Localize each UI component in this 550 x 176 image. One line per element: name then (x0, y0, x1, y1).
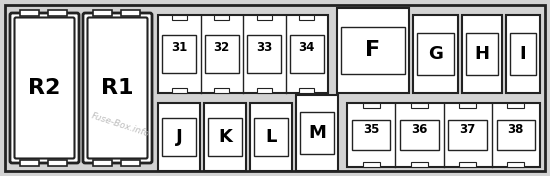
Text: J: J (175, 128, 183, 146)
Bar (411, 103, 428, 108)
Bar (459, 162, 476, 167)
Bar (448, 120, 487, 150)
Text: G: G (428, 45, 443, 63)
Bar (459, 103, 476, 108)
Text: 35: 35 (363, 123, 379, 136)
Bar (214, 15, 229, 20)
Bar (290, 35, 324, 73)
Bar (462, 15, 502, 93)
Bar (158, 15, 328, 93)
FancyBboxPatch shape (83, 13, 152, 163)
Bar (93, 160, 112, 166)
Text: R1: R1 (101, 78, 134, 98)
Bar (121, 160, 140, 166)
Bar (208, 118, 242, 156)
Bar (337, 8, 409, 93)
Bar (400, 120, 439, 150)
Bar (352, 120, 390, 150)
Bar (510, 33, 536, 76)
Text: 33: 33 (256, 41, 272, 54)
Bar (254, 118, 288, 156)
Bar (93, 10, 112, 16)
Bar (48, 10, 67, 16)
Bar (250, 103, 292, 171)
Text: 37: 37 (459, 123, 476, 136)
Text: F: F (365, 40, 381, 61)
Text: 36: 36 (411, 123, 427, 136)
Bar (257, 15, 272, 20)
Bar (299, 15, 314, 20)
Bar (296, 95, 338, 171)
Bar (158, 103, 200, 171)
Bar (248, 35, 281, 73)
Bar (300, 112, 334, 154)
Text: K: K (218, 128, 232, 146)
Text: R2: R2 (28, 78, 60, 98)
Text: 34: 34 (299, 41, 315, 54)
Bar (172, 88, 186, 93)
Bar (48, 160, 67, 166)
Text: M: M (308, 124, 326, 142)
Bar (362, 103, 379, 108)
Text: I: I (520, 45, 526, 63)
FancyBboxPatch shape (87, 17, 147, 159)
Bar (341, 27, 405, 74)
Bar (121, 10, 140, 16)
Text: 38: 38 (508, 123, 524, 136)
Bar (20, 10, 39, 16)
Text: H: H (475, 45, 490, 63)
Text: 32: 32 (213, 41, 230, 54)
Text: L: L (265, 128, 277, 146)
Bar (497, 120, 535, 150)
Bar (508, 103, 524, 108)
Bar (204, 103, 246, 171)
Bar (413, 15, 458, 93)
Bar (162, 118, 196, 156)
Bar (205, 35, 239, 73)
Bar (172, 15, 186, 20)
Bar (417, 33, 454, 76)
FancyBboxPatch shape (14, 17, 74, 159)
Bar (299, 88, 314, 93)
Text: Fuse-Box.info: Fuse-Box.info (90, 111, 150, 139)
Bar (162, 35, 196, 73)
Bar (466, 33, 498, 76)
Bar (362, 162, 379, 167)
Bar (20, 160, 39, 166)
Bar (506, 15, 540, 93)
FancyBboxPatch shape (10, 13, 79, 163)
Bar (411, 162, 428, 167)
Bar (347, 103, 540, 167)
Bar (257, 88, 272, 93)
Bar (508, 162, 524, 167)
Text: 31: 31 (171, 41, 188, 54)
Bar (214, 88, 229, 93)
